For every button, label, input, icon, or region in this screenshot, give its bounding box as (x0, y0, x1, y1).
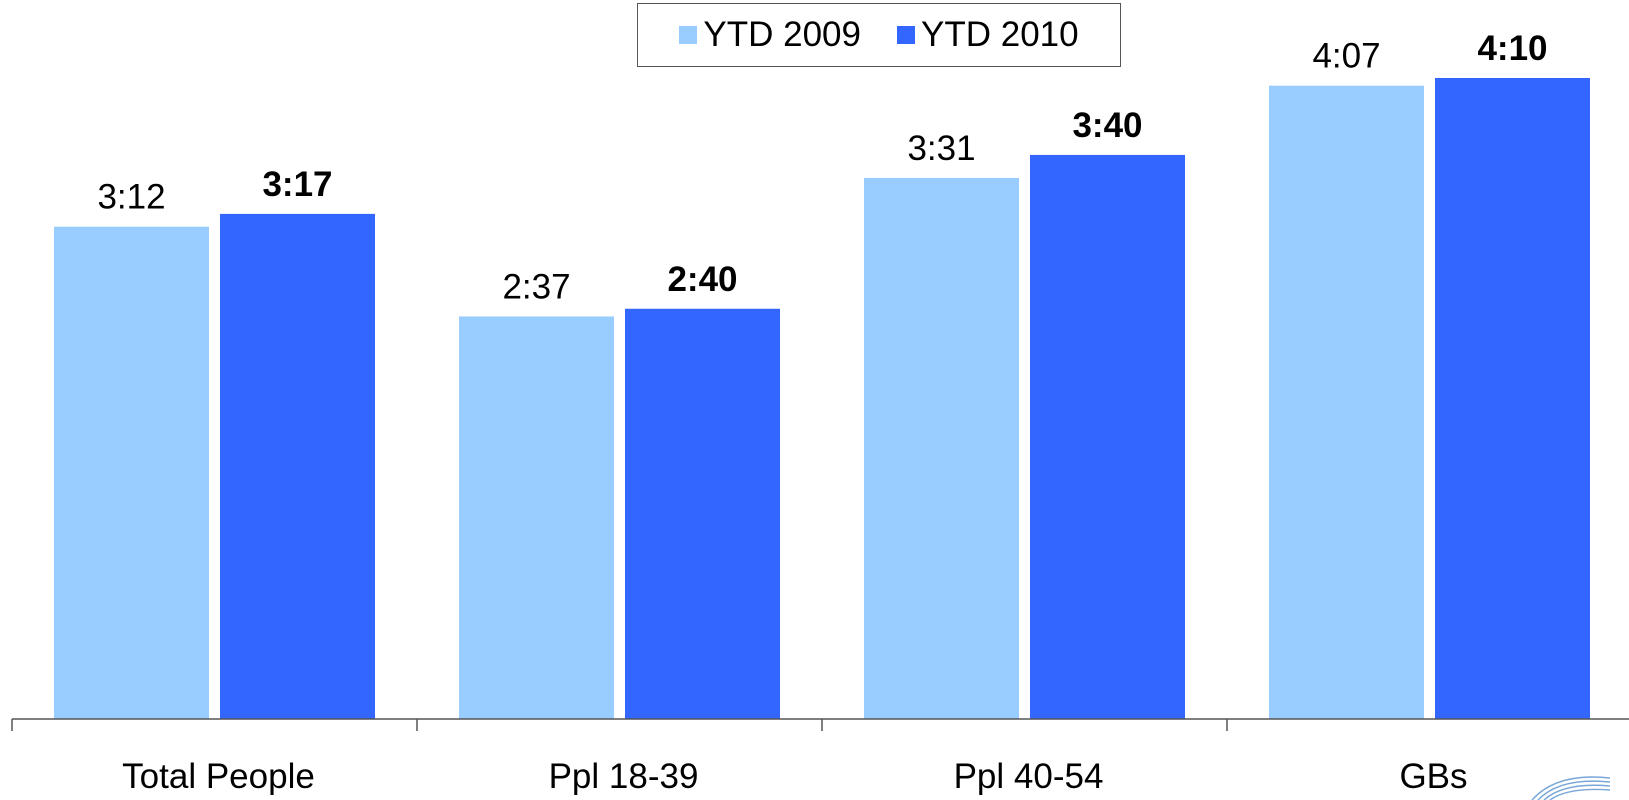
category-label-3: Ppl 40-54 (954, 757, 1104, 795)
legend-swatch-series-1 (679, 26, 698, 44)
data-label-1-1: 3:12 (97, 178, 165, 217)
category-labels-layer: Total People Ppl 18-39 Ppl 40-54 GBs (122, 757, 1467, 795)
category-label-1: Total People (122, 757, 315, 795)
data-label-1-4: 4:07 (1312, 37, 1380, 76)
data-label-1-3: 3:31 (907, 129, 975, 168)
x-axis (11, 718, 1629, 731)
bar-1-1 (54, 226, 209, 719)
bar-1-3 (864, 177, 1019, 720)
bar-2-3 (1030, 154, 1185, 720)
bar-2-1 (220, 213, 375, 719)
bar-1-2 (459, 316, 614, 719)
value-labels-layer: 3:12 3:17 2:37 2:40 3:31 3:40 4:07 4:10 (97, 29, 1547, 306)
legend-item-series-1: YTD 2009 (679, 15, 861, 55)
category-label-4: GBs (1399, 757, 1467, 795)
bar-2-2 (625, 308, 780, 719)
bar-1-4 (1269, 85, 1424, 719)
legend-label-series-2: YTD 2010 (921, 15, 1079, 54)
legend-item-series-2: YTD 2010 (897, 15, 1079, 55)
bar-2-4 (1435, 78, 1590, 719)
data-label-2-3: 3:40 (1072, 106, 1142, 145)
legend: YTD 2009 YTD 2010 (637, 3, 1121, 67)
data-label-2-2: 2:40 (667, 260, 737, 299)
legend-swatch-series-2 (897, 26, 915, 44)
category-label-2: Ppl 18-39 (549, 757, 699, 795)
data-label-2-1: 3:17 (262, 165, 332, 204)
data-label-2-4: 4:10 (1477, 29, 1547, 68)
bars-layer (54, 78, 1590, 720)
logo-icon (1522, 770, 1612, 800)
legend-label-series-1: YTD 2009 (703, 15, 861, 54)
data-label-1-2: 2:37 (502, 267, 570, 306)
